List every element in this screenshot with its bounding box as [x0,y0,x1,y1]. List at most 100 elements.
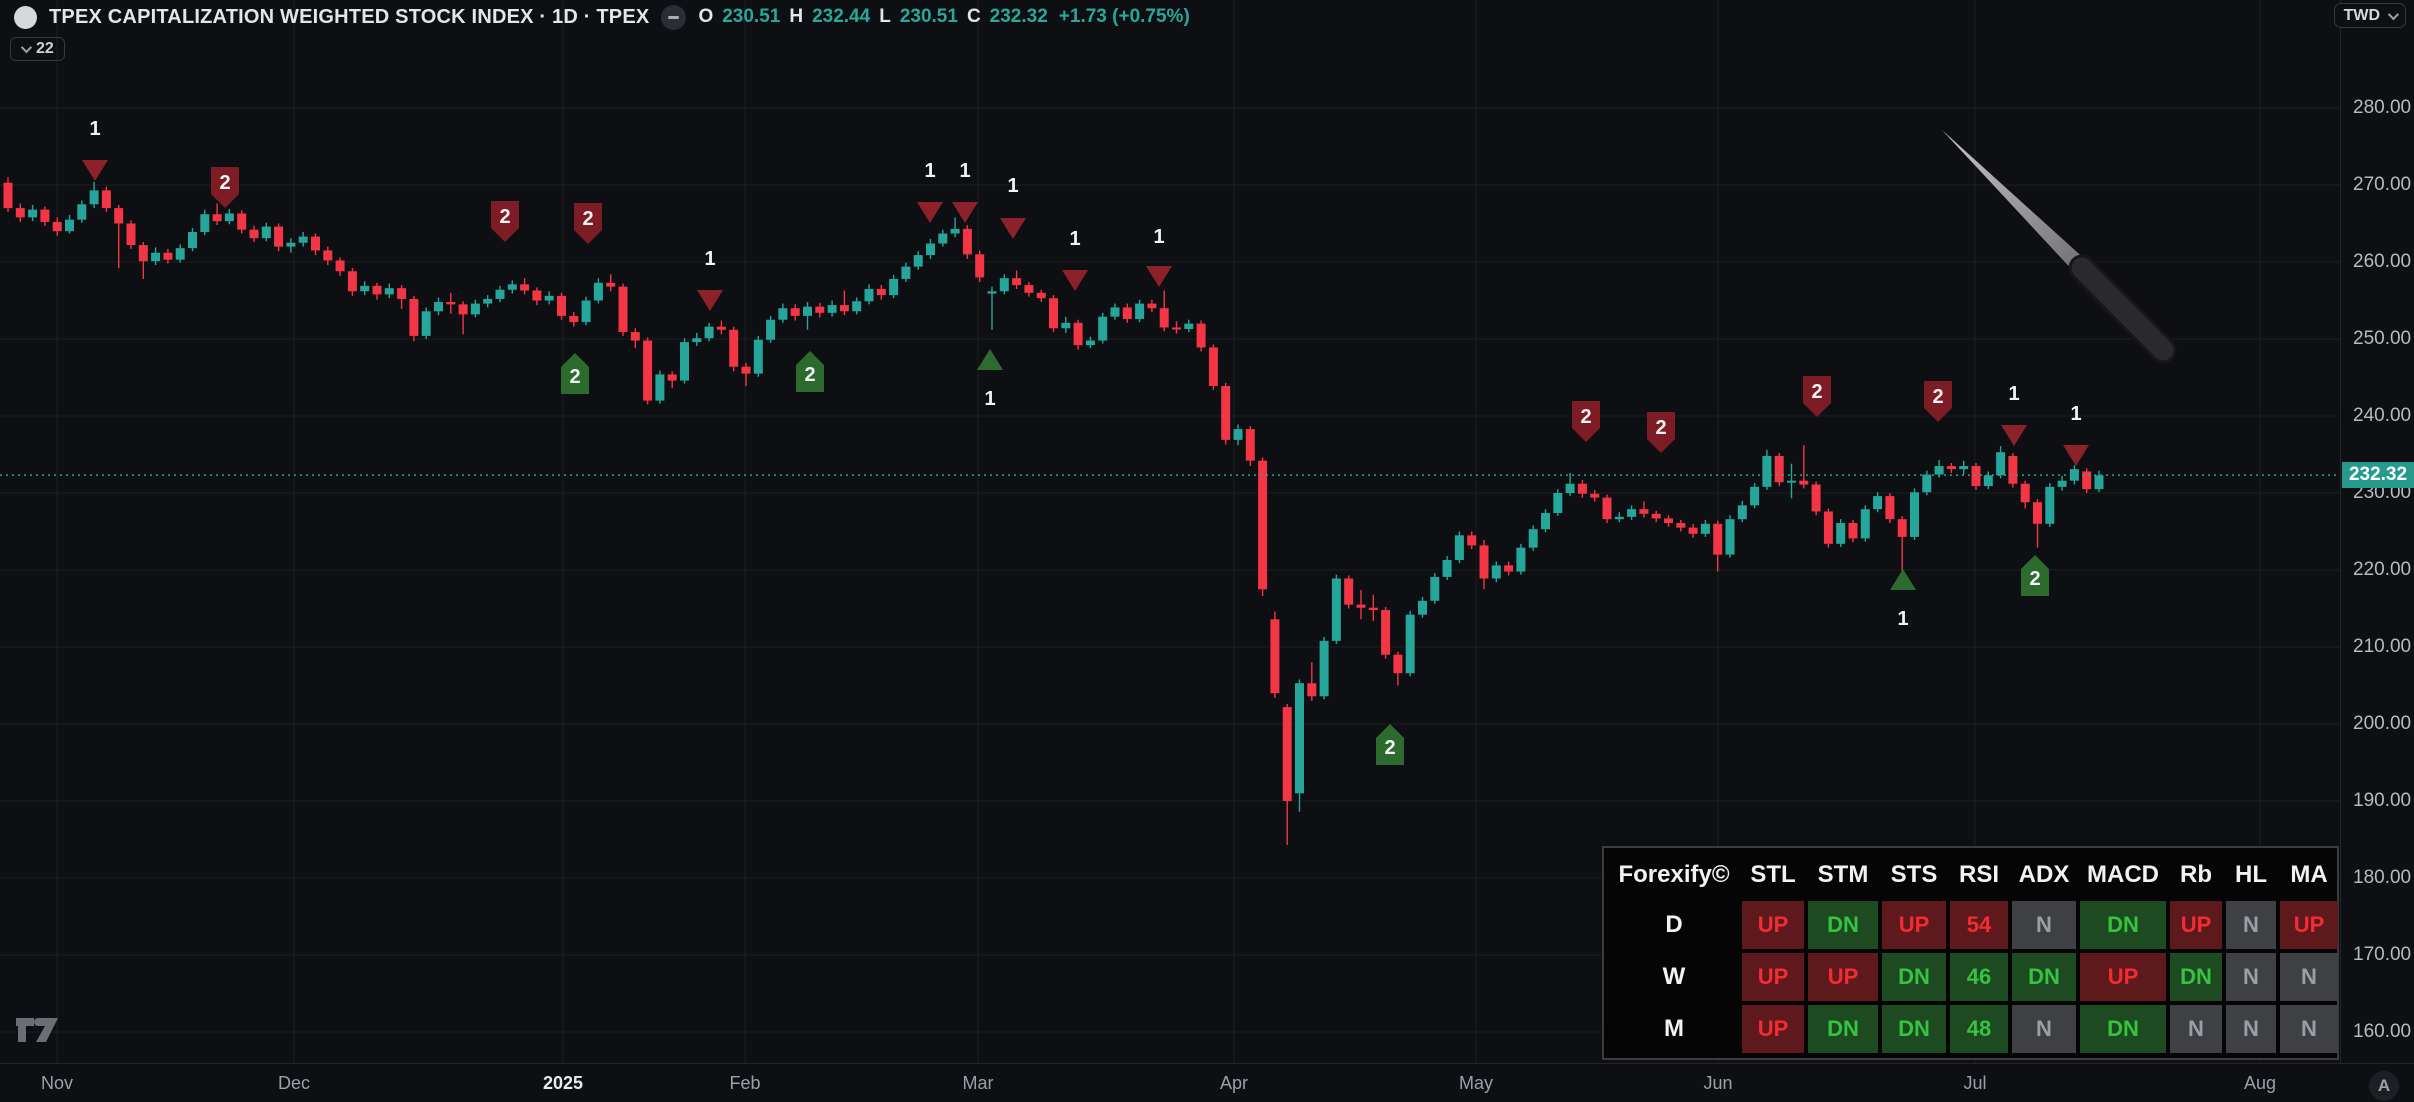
symbol-title[interactable]: TPEX CAPITALIZATION WEIGHTED STOCK INDEX… [49,5,650,28]
time-axis[interactable]: Nov Dec 2025 Feb Mar Apr May Jun Jul Aug [0,1063,2414,1102]
candle-body [987,291,997,294]
table-signal-cell: UP [2170,901,2222,949]
signal-number-label: 1 [1153,226,1164,248]
current-price-badge: 232.32 [2342,462,2414,489]
candle-body [1344,578,1354,605]
buy-badge-icon [796,351,824,392]
candle-body [458,304,468,315]
time-tick-label[interactable]: Dec [277,1073,311,1093]
price-tick-label: 280.00 [2353,97,2412,118]
candle-body [114,208,124,224]
tradingview-logo-icon[interactable] [14,1016,60,1046]
price-tick-label: 270.00 [2353,174,2412,195]
candle-body [1208,347,1218,386]
candle-body [1823,511,1833,544]
table-signal-cell: DN [2012,953,2076,1001]
candle-body [1799,480,1809,485]
table-signal-cell: 46 [1950,953,2008,1001]
price-tick-label: 250.00 [2353,328,2412,349]
price-tick-label: 180.00 [2353,867,2412,888]
forexify-signal-table: Forexify© STL STM STS RSI ADX MACD Rb HL MA D UP DN U… [1602,846,2339,1060]
open-value: 230.51 [722,6,781,27]
account-badge[interactable]: A [2369,1071,2399,1101]
candle-body [1774,456,1784,483]
candle-body [1159,308,1169,328]
candle-body [1528,529,1538,548]
candle-body [1135,303,1145,319]
candle-body [1110,307,1120,317]
candle-body [421,311,431,336]
candle-body [1873,496,1883,510]
price-tick-label: 190.00 [2353,790,2412,811]
candle-body [126,223,136,246]
candle-body [151,252,161,262]
symbol-header: TPEX CAPITALIZATION WEIGHTED STOCK INDEX… [0,0,1190,34]
candle-body [839,305,849,312]
candle-body [1737,505,1747,520]
candle-body [1725,519,1735,555]
candle-body [716,326,726,330]
candle-body [778,308,788,320]
table-signal-cell: DN [1882,953,1946,1001]
table-signal-cell: N [2226,953,2276,1001]
time-tick-label[interactable]: 2025 [542,1073,584,1093]
high-label: H [789,6,804,27]
candle-body [1627,509,1637,517]
candle-body [520,284,530,291]
table-signal-cell: UP [1742,1005,1804,1053]
time-tick-label[interactable]: Nov [40,1073,74,1093]
currency-selector-button[interactable]: TWD [2333,3,2406,28]
candle-body [827,305,837,313]
time-tick-label[interactable]: Jun [1703,1073,1733,1093]
candle-body [28,209,38,218]
candle-body [384,288,394,295]
table-signal-cell: N [2280,953,2338,1001]
sell-triangle-icon [1000,218,1026,239]
candle-body [1897,519,1907,537]
candle-body [2069,469,2079,481]
table-signal-cell: DN [1808,901,1878,949]
candle-body [692,338,702,343]
time-tick-label[interactable]: May [1458,1073,1494,1093]
candle-body [1750,486,1760,506]
time-tick-label[interactable]: Aug [2243,1073,2277,1093]
candle-body [1946,466,1956,470]
signal-number-label: 1 [1069,228,1080,250]
time-tick-label[interactable]: Mar [962,1073,994,1093]
candle-body [938,233,948,244]
candle-body [1061,322,1071,329]
candle-body [803,306,812,316]
candle-body [2082,471,2092,490]
candle-body [1233,429,1243,440]
candle-body [274,226,284,247]
symbol-logo-icon[interactable] [14,5,37,29]
candle-body [1553,493,1563,514]
candle-body [1270,619,1280,694]
price-tick-label: 260.00 [2353,251,2412,272]
signal-number-label: 2 [2029,568,2040,590]
signal-number-label: 2 [1655,417,1666,439]
price-axis[interactable]: 280.00 270.00 260.00 250.00 240.00 230.00 220.… [2340,0,2414,1063]
candle-body [1098,316,1108,341]
candle-body [1147,303,1157,309]
table-signal-cell: UP [1882,901,1946,949]
candle-body [926,243,935,256]
sword-drawing-blade[interactable] [1942,130,2088,274]
table-signal-cell: 48 [1950,1005,2008,1053]
candle-body [409,298,419,336]
candle-body [729,329,739,367]
time-tick-label[interactable]: Apr [1219,1073,1249,1093]
hide-indicator-icon[interactable] [661,4,687,30]
sword-drawing-handle-core [2071,257,2174,361]
candle-body [1356,604,1366,608]
candle-body [397,288,407,299]
time-tick-label[interactable]: Jul [1963,1073,1987,1093]
table-signal-cell: DN [1882,1005,1946,1053]
ohlc-values: O 230.51 H 232.44 L 230.51 C 232.32 +1.73 (+… [698,6,1189,28]
time-tick-label[interactable]: Feb [729,1073,761,1093]
candle-body [1405,614,1415,674]
bar-replay-count-button[interactable]: 22 [10,37,65,61]
candle-body [298,236,308,243]
sell-badge-icon [1572,401,1600,442]
chevron-down-icon [2387,8,2400,20]
